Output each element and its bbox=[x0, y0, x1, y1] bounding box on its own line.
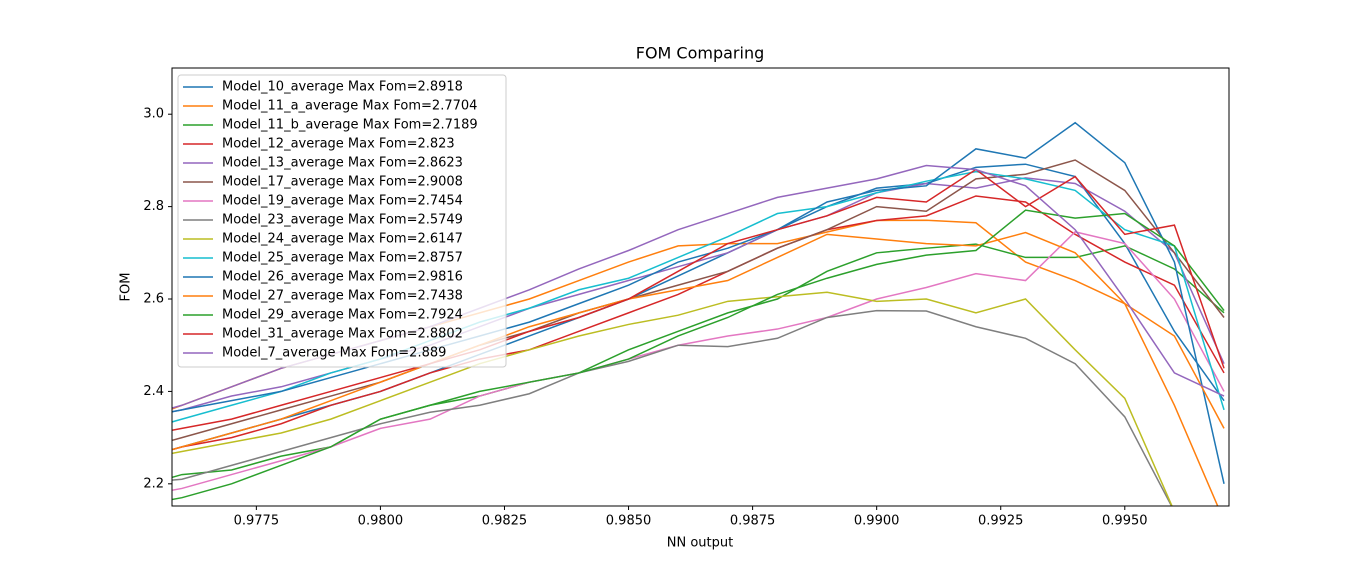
x-axis-label: NN output bbox=[667, 536, 733, 551]
legend-label: Model_12_average Max Fom=2.823 bbox=[222, 137, 455, 152]
x-tick-label: 0.9900 bbox=[854, 514, 900, 529]
legend-label: Model_11_a_average Max Fom=2.7704 bbox=[222, 99, 477, 114]
x-tick-label: 0.9850 bbox=[606, 514, 652, 529]
series-line bbox=[172, 291, 1173, 506]
series-line bbox=[172, 121, 1225, 484]
plot-frame bbox=[171, 67, 1230, 507]
series-line bbox=[172, 243, 1225, 479]
x-tick-label: 0.9775 bbox=[234, 514, 280, 529]
series-line bbox=[172, 177, 1225, 413]
legend-box bbox=[177, 74, 507, 368]
legend-label: Model_26_average Max Fom=2.9816 bbox=[222, 270, 463, 285]
legend-label: Model_10_average Max Fom=2.8918 bbox=[222, 80, 463, 95]
y-tick-label: 2.6 bbox=[143, 292, 164, 307]
plot-lines bbox=[172, 121, 1225, 506]
x-tick-label: 0.9875 bbox=[730, 514, 776, 529]
x-tick-label: 0.9925 bbox=[978, 514, 1024, 529]
y-tick-label: 3.0 bbox=[143, 107, 164, 122]
legend-label: Model_13_average Max Fom=2.8623 bbox=[222, 156, 463, 171]
x-tick-label: 0.9950 bbox=[1102, 514, 1148, 529]
series-line bbox=[172, 170, 1225, 423]
legend-label: Model_25_average Max Fom=2.8757 bbox=[222, 251, 463, 266]
legend-label: Model_23_average Max Fom=2.5749 bbox=[222, 213, 463, 228]
series-line bbox=[172, 163, 1225, 451]
legend-label: Model_27_average Max Fom=2.7438 bbox=[222, 289, 463, 304]
y-axis-label: FOM bbox=[119, 273, 134, 302]
legend-label: Model_24_average Max Fom=2.6147 bbox=[222, 232, 463, 247]
legend-label: Model_7_average Max Fom=2.889 bbox=[222, 346, 446, 361]
legend-label: Model_19_average Max Fom=2.7454 bbox=[222, 194, 463, 209]
x-tick-label: 0.9800 bbox=[358, 514, 404, 529]
series-line bbox=[172, 231, 1225, 451]
series-line bbox=[172, 209, 1225, 501]
legend-label: Model_11_b_average Max Fom=2.7189 bbox=[222, 118, 478, 133]
y-tick-label: 2.4 bbox=[143, 384, 164, 399]
series-line bbox=[172, 159, 1225, 442]
chart-title: FOM Comparing bbox=[636, 44, 765, 63]
legend-label: Model_31_average Max Fom=2.8802 bbox=[222, 327, 463, 342]
legend-label: Model_29_average Max Fom=2.7924 bbox=[222, 308, 463, 323]
legend-label: Model_17_average Max Fom=2.9008 bbox=[222, 175, 463, 190]
y-tick-label: 2.8 bbox=[143, 199, 164, 214]
y-tick-label: 2.2 bbox=[143, 476, 164, 491]
series-line bbox=[172, 309, 1173, 506]
x-tick-label: 0.9825 bbox=[482, 514, 528, 529]
series-line bbox=[172, 168, 1225, 431]
